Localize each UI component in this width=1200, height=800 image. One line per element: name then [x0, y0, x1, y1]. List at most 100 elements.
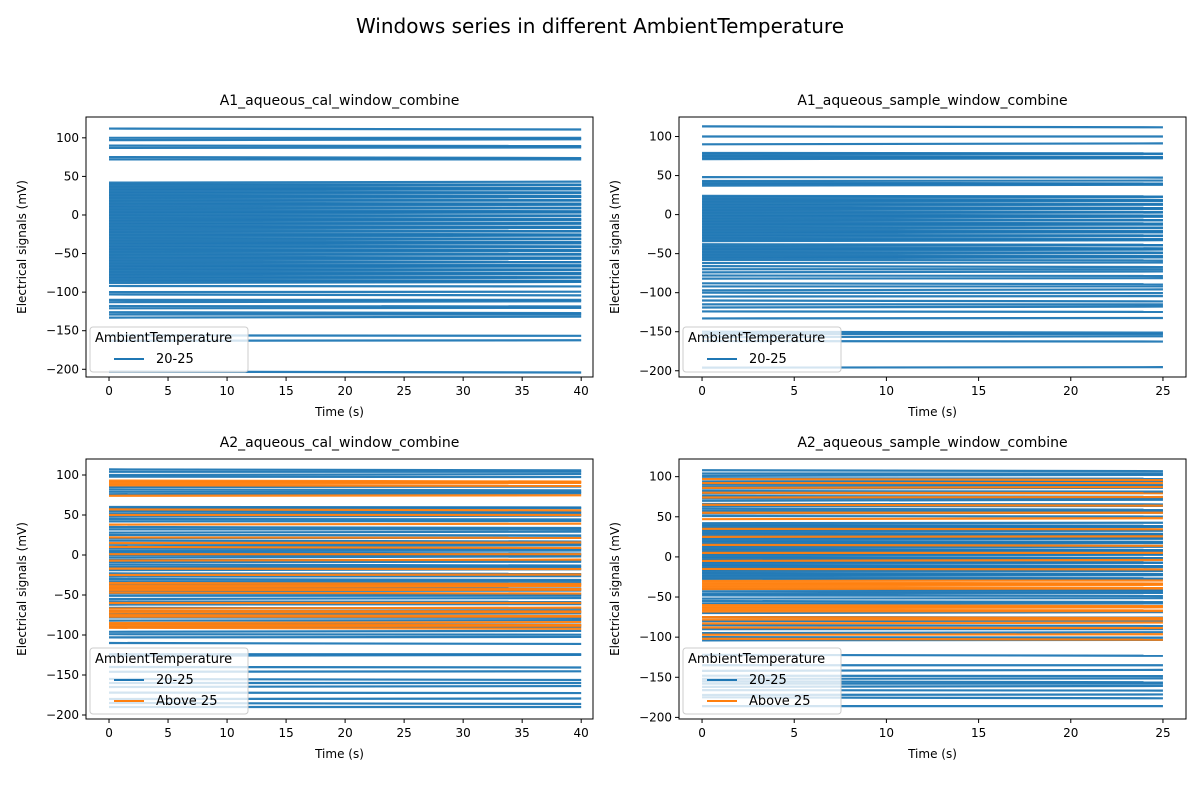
y-tick-label: −150: [639, 670, 672, 684]
y-tick-label: −100: [639, 286, 672, 300]
legend-box: [89, 647, 249, 715]
series-line: [702, 621, 1163, 625]
series-line: [109, 311, 582, 315]
series-line: [109, 211, 582, 215]
series-line: [702, 288, 1163, 292]
series-line: [702, 207, 1163, 212]
y-tick-label: −200: [639, 364, 672, 378]
series-line: [702, 125, 1163, 129]
subplot-title: A1_aqueous_cal_window_combine: [220, 93, 460, 109]
series-line: [109, 234, 582, 238]
y-tick-label: 50: [64, 508, 79, 522]
series-line: [109, 620, 582, 625]
subplot-3: 0 5 10 15 20 25 30 35 40 −200 −150 −100 −50 0 50 100 A2_…: [15, 435, 594, 761]
y-tick-label: −200: [639, 710, 672, 724]
y-tick-label: −150: [46, 324, 79, 338]
series-line: [109, 273, 582, 277]
series-line: [702, 231, 1163, 235]
x-tick-label: 15: [278, 384, 293, 398]
y-tick-label: −100: [46, 628, 79, 642]
series-above-25: [702, 477, 1163, 641]
subplot-title: A2_aqueous_sample_window_combine: [797, 435, 1067, 451]
y-tick-label: −50: [54, 247, 79, 261]
x-tick-label: 10: [879, 726, 894, 740]
series-line: [109, 558, 582, 562]
legend-box: [89, 326, 249, 373]
axes-frame: [85, 116, 594, 378]
x-tick-label: 10: [219, 726, 234, 740]
legend-box: [682, 647, 842, 715]
x-tick-label: 30: [456, 726, 471, 740]
y-tick-label: −50: [54, 588, 79, 602]
series-line: [109, 257, 582, 261]
x-tick-label: 40: [574, 384, 589, 398]
x-tick-label: 15: [971, 384, 986, 398]
legend-entry-label: 20-25: [156, 352, 194, 367]
legend-entry-label: Above 25: [749, 694, 810, 709]
y-tick-label: −150: [46, 668, 79, 682]
series-line: [109, 242, 582, 246]
series-line: [109, 509, 582, 514]
series-line: [109, 530, 582, 534]
series-line: [109, 249, 582, 254]
y-tick-label: 100: [649, 470, 672, 484]
series-line: [109, 522, 582, 526]
series-line: [109, 626, 582, 630]
legend-entry-label: Above 25: [156, 694, 217, 709]
series-line: [702, 541, 1163, 546]
series-line: [702, 142, 1163, 146]
y-tick-label: 0: [71, 208, 79, 222]
series-line: [702, 503, 1163, 507]
subplot-1: 0 5 10 15 20 25 30 35 40 −200 −150 −100 −50 0 50 100 A1_…: [15, 93, 594, 419]
x-tick-label: 20: [1063, 384, 1078, 398]
x-tick-label: 5: [790, 384, 798, 398]
series-20-25: [702, 125, 1163, 369]
series-line: [109, 563, 582, 567]
x-tick-label: 5: [164, 726, 172, 740]
subplot-title: A1_aqueous_sample_window_combine: [797, 93, 1067, 109]
series-line: [702, 637, 1163, 641]
series-line: [109, 612, 582, 616]
series-line: [109, 195, 582, 200]
series-line: [109, 472, 582, 477]
series-line: [109, 293, 582, 297]
x-tick-label: 20: [337, 384, 352, 398]
legend-box: [682, 326, 842, 373]
series-line: [702, 631, 1163, 635]
series-line: [702, 574, 1163, 578]
series-line: [109, 492, 582, 496]
x-tick-label: 35: [515, 726, 530, 740]
series-line: [109, 280, 582, 284]
x-tick-label: 25: [1155, 726, 1170, 740]
series-line: [702, 157, 1163, 161]
series-line: [702, 599, 1163, 604]
legend-title: AmbientTemperature: [95, 331, 232, 346]
series-line: [109, 581, 582, 586]
y-tick-label: −50: [647, 247, 672, 261]
series-line: [702, 469, 1163, 473]
x-tick-label: 15: [278, 726, 293, 740]
y-tick-label: 0: [664, 550, 672, 564]
series-line: [702, 498, 1163, 502]
series-line: [109, 481, 582, 485]
series-line: [702, 256, 1163, 260]
series-line: [702, 624, 1163, 628]
x-tick-label: 35: [515, 384, 530, 398]
series-line: [109, 591, 582, 595]
y-tick-label: 50: [64, 169, 79, 183]
y-tick-label: 100: [56, 131, 79, 145]
x-tick-label: 5: [790, 726, 798, 740]
series-line: [702, 299, 1163, 303]
y-tick-label: 50: [657, 169, 672, 183]
series-line: [109, 188, 582, 192]
series-line: [109, 315, 582, 319]
series-line: [702, 200, 1163, 204]
legend-title: AmbientTemperature: [95, 652, 232, 667]
subplot-4: 0 5 10 15 20 25 −200 −150 −100 −50 0 50 100 A2_aqueou…: [608, 435, 1187, 761]
legend-entry-label: 20-25: [156, 673, 194, 688]
y-axis-label: Electrical signals (mV): [15, 180, 29, 314]
series-line: [109, 127, 582, 131]
series-line: [702, 270, 1163, 274]
series-line: [702, 543, 1163, 547]
series-line: [109, 138, 582, 142]
